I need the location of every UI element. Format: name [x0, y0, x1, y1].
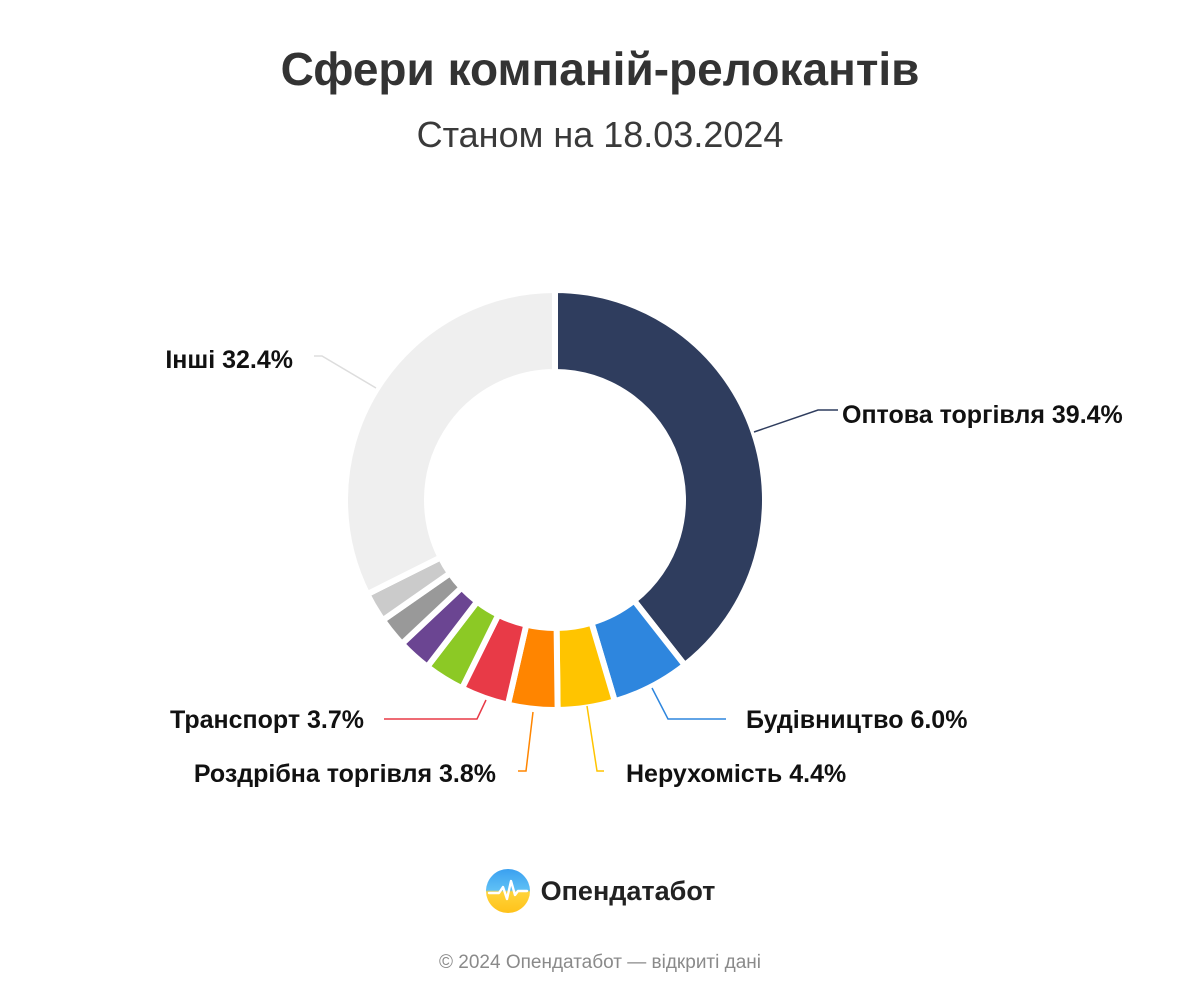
chart-subtitle: Станом на 18.03.2024: [416, 114, 784, 155]
leader-lines: [314, 355, 838, 772]
leader-line-others: [314, 355, 377, 389]
slice-label-construction: Будівництво 6.0%: [746, 706, 967, 734]
opendatabot-logo-icon: [485, 869, 530, 913]
donut-slices: [342, 287, 768, 713]
slice-label-transport: Транспорт 3.7%: [170, 706, 364, 734]
leader-line-wholesale: [753, 409, 838, 433]
footer-copyright: © 2024 Опендатабот — відкриті дані: [439, 952, 761, 973]
leader-line-retail: [518, 711, 534, 772]
slice-others: [342, 287, 558, 598]
slice-label-others: Інші 32.4%: [165, 346, 293, 374]
slice-labels: Оптова торгівля 39.4% Будівництво 6.0% Нер…: [165, 346, 1122, 788]
leader-line-realestate: [586, 705, 604, 772]
brand-name: Опендатабот: [540, 875, 716, 906]
slice-label-wholesale: Оптова торгівля 39.4%: [842, 401, 1123, 429]
brand: Опендатабот: [0, 868, 1200, 914]
chart-title: Сфери компаній-релокантів: [280, 43, 920, 95]
slice-label-realestate: Нерухомість 4.4%: [626, 760, 846, 788]
slice-wholesale: [552, 287, 768, 669]
slice-label-retail: Роздрібна торгівля 3.8%: [194, 760, 496, 788]
leader-line-transport: [384, 699, 487, 720]
leader-line-construction: [651, 687, 726, 720]
